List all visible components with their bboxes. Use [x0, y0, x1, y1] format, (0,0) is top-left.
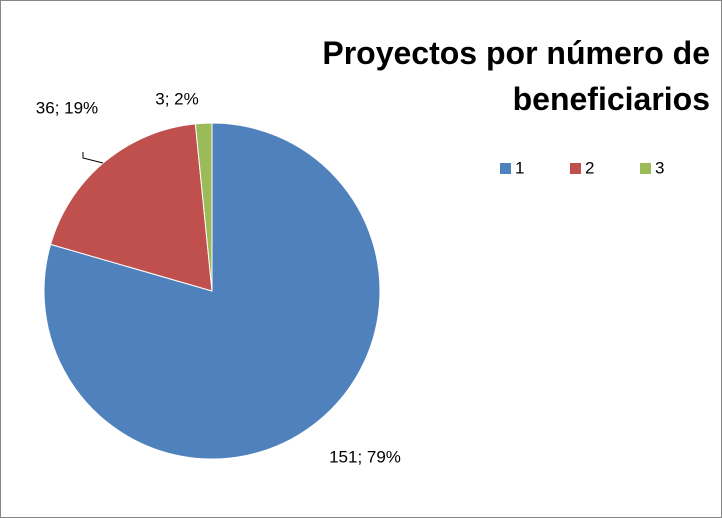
legend-swatch [570, 163, 581, 174]
legend-label: 3 [655, 158, 664, 177]
chart-title: Proyectos por número de beneficiarios [322, 35, 710, 117]
legend-swatch [640, 163, 651, 174]
pie-slice [194, 122, 213, 292]
legend-label: 2 [585, 158, 594, 177]
pie-slice [49, 123, 213, 292]
data-label: 3; 2% [155, 89, 198, 108]
leader-line [82, 152, 104, 164]
legend-swatch [500, 163, 511, 174]
data-label: 151; 79% [329, 447, 401, 466]
legend-label: 1 [515, 158, 524, 177]
data-label: 36; 19% [36, 98, 98, 117]
